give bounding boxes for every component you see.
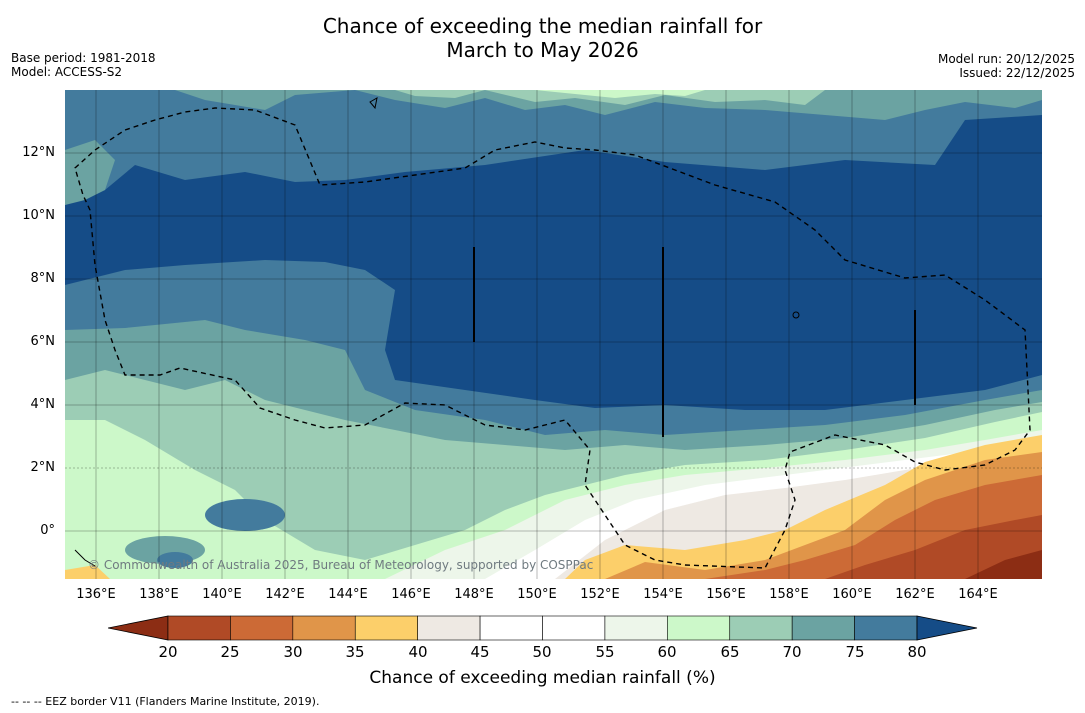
lon-label: 162°E — [895, 587, 935, 602]
colorbar-segment — [354, 615, 418, 641]
south-25-region — [825, 515, 1042, 579]
metadata-right: Model run: 20/12/2025 Issued: 22/12/2025 — [938, 52, 1075, 80]
colorbar-segment — [292, 615, 356, 641]
island-outline-north — [369, 97, 378, 110]
colorbar-tick: 80 — [907, 643, 927, 661]
colorbar-tick: 70 — [782, 643, 802, 661]
model-run-date: Model run: 20/12/2025 — [937, 52, 1075, 66]
colorbar-segment — [479, 615, 543, 641]
island-marks — [473, 247, 916, 437]
rainfall-map — [65, 90, 1042, 579]
base-period: Base period: 1981-2018 — [11, 51, 156, 65]
colorbar-tick: 30 — [283, 643, 303, 661]
colorbar-tick: 55 — [595, 643, 615, 661]
colorbar-tick: 75 — [845, 643, 865, 661]
colorbar-tick: 50 — [532, 643, 552, 661]
north-75-region — [65, 90, 1042, 205]
map-title: Chance of exceeding the median rainfall … — [0, 14, 1085, 62]
colorbar-tick: 20 — [158, 643, 178, 661]
south-20-region — [965, 550, 1042, 579]
colorbar-tick: 25 — [220, 643, 240, 661]
model-name: Model: ACCESS-S2 — [11, 65, 123, 79]
lon-label: 140°E — [202, 587, 242, 602]
colorbar-title: Chance of exceeding median rainfall (%) — [369, 668, 716, 688]
colorbar-tick: 40 — [408, 643, 428, 661]
lon-label: 156°E — [706, 587, 746, 602]
lon-label: 146°E — [391, 587, 431, 602]
north-60-region — [535, 90, 705, 98]
lon-label: 148°E — [454, 587, 494, 602]
lon-label: 136°E — [76, 587, 116, 602]
lon-label: 150°E — [517, 587, 557, 602]
coast-southwest — [74, 549, 96, 567]
title-line-1: Chance of exceeding the median rainfall … — [322, 14, 763, 38]
lon-label: 158°E — [769, 587, 809, 602]
colorbar-segment — [230, 615, 294, 641]
lat-label: 8°N — [30, 271, 56, 286]
lat-label: 0° — [40, 523, 55, 538]
colorbar-segment — [854, 615, 918, 641]
lon-label: 154°E — [643, 587, 683, 602]
title-line-2: March to May 2026 — [446, 38, 639, 62]
lon-label: 142°E — [265, 587, 305, 602]
colorbar-segment — [667, 615, 731, 641]
copyright-notice: © Commonwealth of Australia 2025, Bureau… — [88, 558, 594, 572]
sw-75-blob — [157, 552, 193, 568]
issued-date: Issued: 22/12/2025 — [959, 66, 1075, 80]
colorbar-segment — [167, 615, 231, 641]
colorbar — [108, 615, 978, 641]
colorbar-segment — [604, 615, 668, 641]
colorbar-segment — [542, 615, 606, 641]
lon-label: 138°E — [139, 587, 179, 602]
lon-label: 164°E — [958, 587, 998, 602]
graticule — [65, 90, 1042, 579]
colorbar-segment — [417, 615, 481, 641]
colorbar-tick: 45 — [470, 643, 490, 661]
lat-label: 6°N — [30, 334, 56, 349]
lon-label: 152°E — [580, 587, 620, 602]
colorbar-segment — [729, 615, 793, 641]
north-70-region — [175, 90, 1042, 120]
colorbar-low-arrow — [108, 615, 169, 641]
eez-legend-note: -- -- -- EEZ border V11 (Flanders Marine… — [11, 695, 320, 708]
colorbar-segments — [167, 615, 918, 641]
metadata-left: Base period: 1981-2018 Model: ACCESS-S2 — [11, 51, 156, 79]
colorbar-tick: 35 — [345, 643, 365, 661]
lat-label: 4°N — [30, 397, 56, 412]
colorbar-tick: 65 — [720, 643, 740, 661]
lat-label: 10°N — [22, 208, 55, 223]
corner-40-region — [65, 565, 110, 579]
west-75-blob — [205, 499, 285, 531]
lat-label: 12°N — [22, 145, 55, 160]
lon-label: 144°E — [328, 587, 368, 602]
colorbar-high-arrow — [916, 615, 978, 641]
colorbar-tick: 60 — [657, 643, 677, 661]
north-west-60-region — [65, 140, 115, 205]
colorbar-segment — [791, 615, 855, 641]
eez-border — [74, 107, 1031, 569]
lat-label: 2°N — [30, 460, 56, 475]
lon-label: 160°E — [832, 587, 872, 602]
island-ring — [792, 311, 800, 319]
